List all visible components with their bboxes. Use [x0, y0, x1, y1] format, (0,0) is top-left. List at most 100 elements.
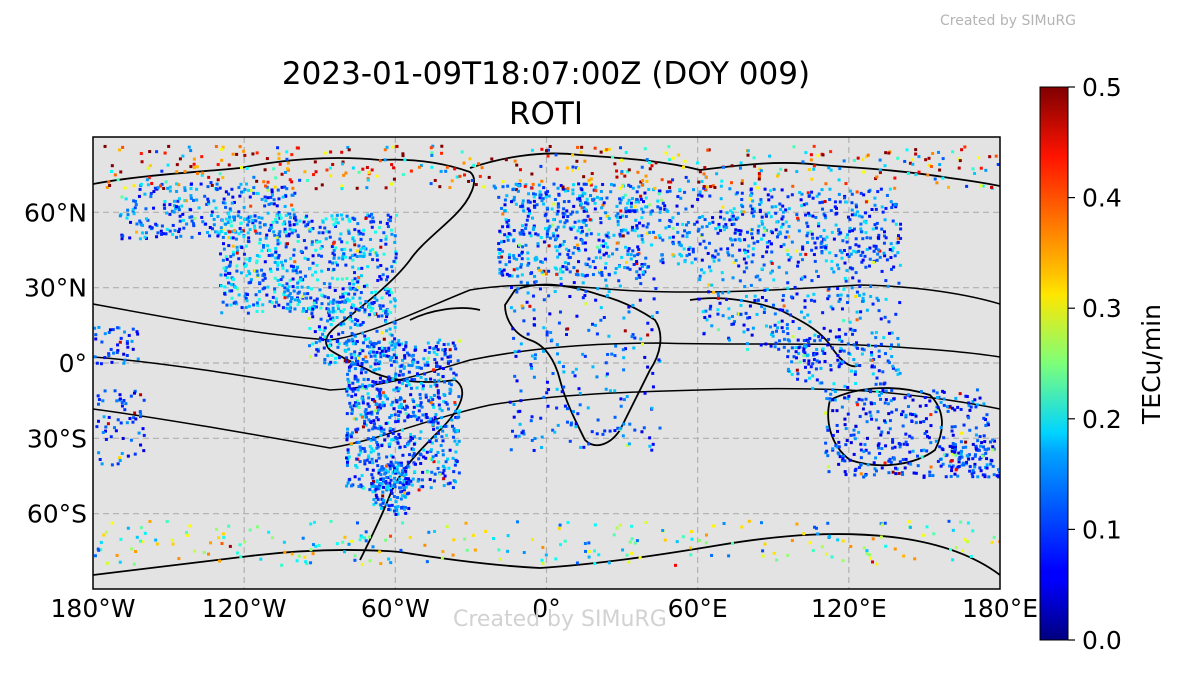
roti-point — [428, 417, 432, 421]
roti-point — [245, 166, 249, 170]
roti-point — [264, 236, 268, 240]
roti-point — [644, 196, 648, 200]
roti-point — [798, 191, 802, 195]
roti-point — [378, 360, 382, 364]
roti-point — [586, 202, 590, 206]
roti-point — [432, 420, 436, 424]
roti-point — [822, 326, 826, 330]
roti-point — [707, 241, 711, 245]
roti-point — [376, 464, 380, 468]
roti-point — [347, 380, 351, 384]
roti-point — [165, 519, 169, 523]
roti-point — [935, 391, 939, 395]
roti-point — [363, 310, 367, 314]
watermark-center: Created by SIMuRG — [453, 607, 667, 632]
roti-point — [429, 396, 433, 400]
roti-point — [806, 294, 810, 298]
roti-point — [436, 450, 440, 454]
roti-point — [120, 401, 124, 405]
roti-point — [415, 418, 419, 422]
roti-point — [626, 231, 630, 235]
roti-point — [876, 298, 880, 302]
roti-point — [133, 389, 137, 393]
roti-point — [823, 351, 827, 355]
roti-point — [893, 202, 897, 206]
roti-point — [876, 410, 880, 414]
roti-point — [347, 298, 351, 302]
roti-point — [650, 406, 654, 410]
roti-point — [629, 257, 633, 261]
roti-point — [641, 224, 645, 228]
roti-point — [350, 319, 354, 323]
roti-point — [763, 288, 767, 292]
roti-point — [243, 540, 247, 544]
roti-point — [206, 185, 210, 189]
roti-point — [177, 230, 181, 234]
roti-point — [896, 372, 900, 376]
roti-point — [654, 161, 658, 165]
roti-point — [974, 405, 978, 409]
roti-point — [376, 445, 380, 449]
roti-point — [681, 535, 685, 539]
roti-point — [824, 389, 828, 393]
roti-point — [387, 504, 391, 508]
roti-point — [979, 184, 983, 188]
roti-point — [458, 409, 462, 413]
roti-point — [270, 188, 274, 192]
roti-point — [288, 216, 292, 220]
roti-point — [725, 297, 729, 301]
roti-point — [782, 304, 786, 308]
roti-point — [385, 315, 389, 319]
roti-point — [760, 305, 764, 309]
roti-point — [544, 553, 548, 557]
roti-point — [620, 171, 624, 175]
roti-point — [368, 252, 372, 256]
roti-point — [951, 442, 955, 446]
roti-point — [331, 316, 335, 320]
roti-point — [277, 232, 281, 236]
roti-point — [388, 442, 392, 446]
roti-point — [824, 552, 828, 556]
roti-point — [750, 232, 754, 236]
roti-point — [195, 187, 199, 191]
roti-point — [646, 222, 650, 226]
roti-point — [139, 182, 143, 186]
roti-point — [348, 219, 352, 223]
roti-point — [569, 227, 573, 231]
roti-point — [220, 542, 224, 546]
roti-point — [709, 304, 713, 308]
roti-point — [275, 297, 279, 301]
roti-point — [385, 380, 389, 384]
roti-point — [896, 156, 900, 160]
roti-point — [134, 199, 138, 203]
roti-point — [576, 197, 580, 201]
roti-point — [393, 485, 397, 489]
roti-point — [910, 419, 914, 423]
roti-point — [208, 234, 212, 238]
roti-point — [727, 316, 731, 320]
roti-point — [445, 402, 449, 406]
roti-point — [242, 235, 246, 239]
roti-point — [530, 216, 534, 220]
roti-point — [804, 213, 808, 217]
roti-point — [444, 400, 448, 404]
roti-point — [148, 519, 152, 523]
roti-point — [719, 197, 723, 201]
roti-point — [828, 534, 832, 538]
roti-point — [743, 248, 747, 252]
roti-point — [797, 346, 801, 350]
roti-point — [361, 398, 365, 402]
roti-point — [802, 354, 806, 358]
roti-point — [582, 182, 586, 186]
roti-point — [985, 466, 989, 470]
roti-point — [353, 374, 357, 378]
roti-point — [344, 263, 348, 267]
roti-point — [787, 339, 791, 343]
roti-point — [759, 521, 763, 525]
roti-point — [383, 346, 387, 350]
roti-point — [620, 255, 624, 259]
roti-point — [235, 302, 239, 306]
roti-point — [555, 249, 559, 253]
roti-point — [280, 563, 284, 567]
lat-tick-label: 30°S — [27, 424, 87, 453]
